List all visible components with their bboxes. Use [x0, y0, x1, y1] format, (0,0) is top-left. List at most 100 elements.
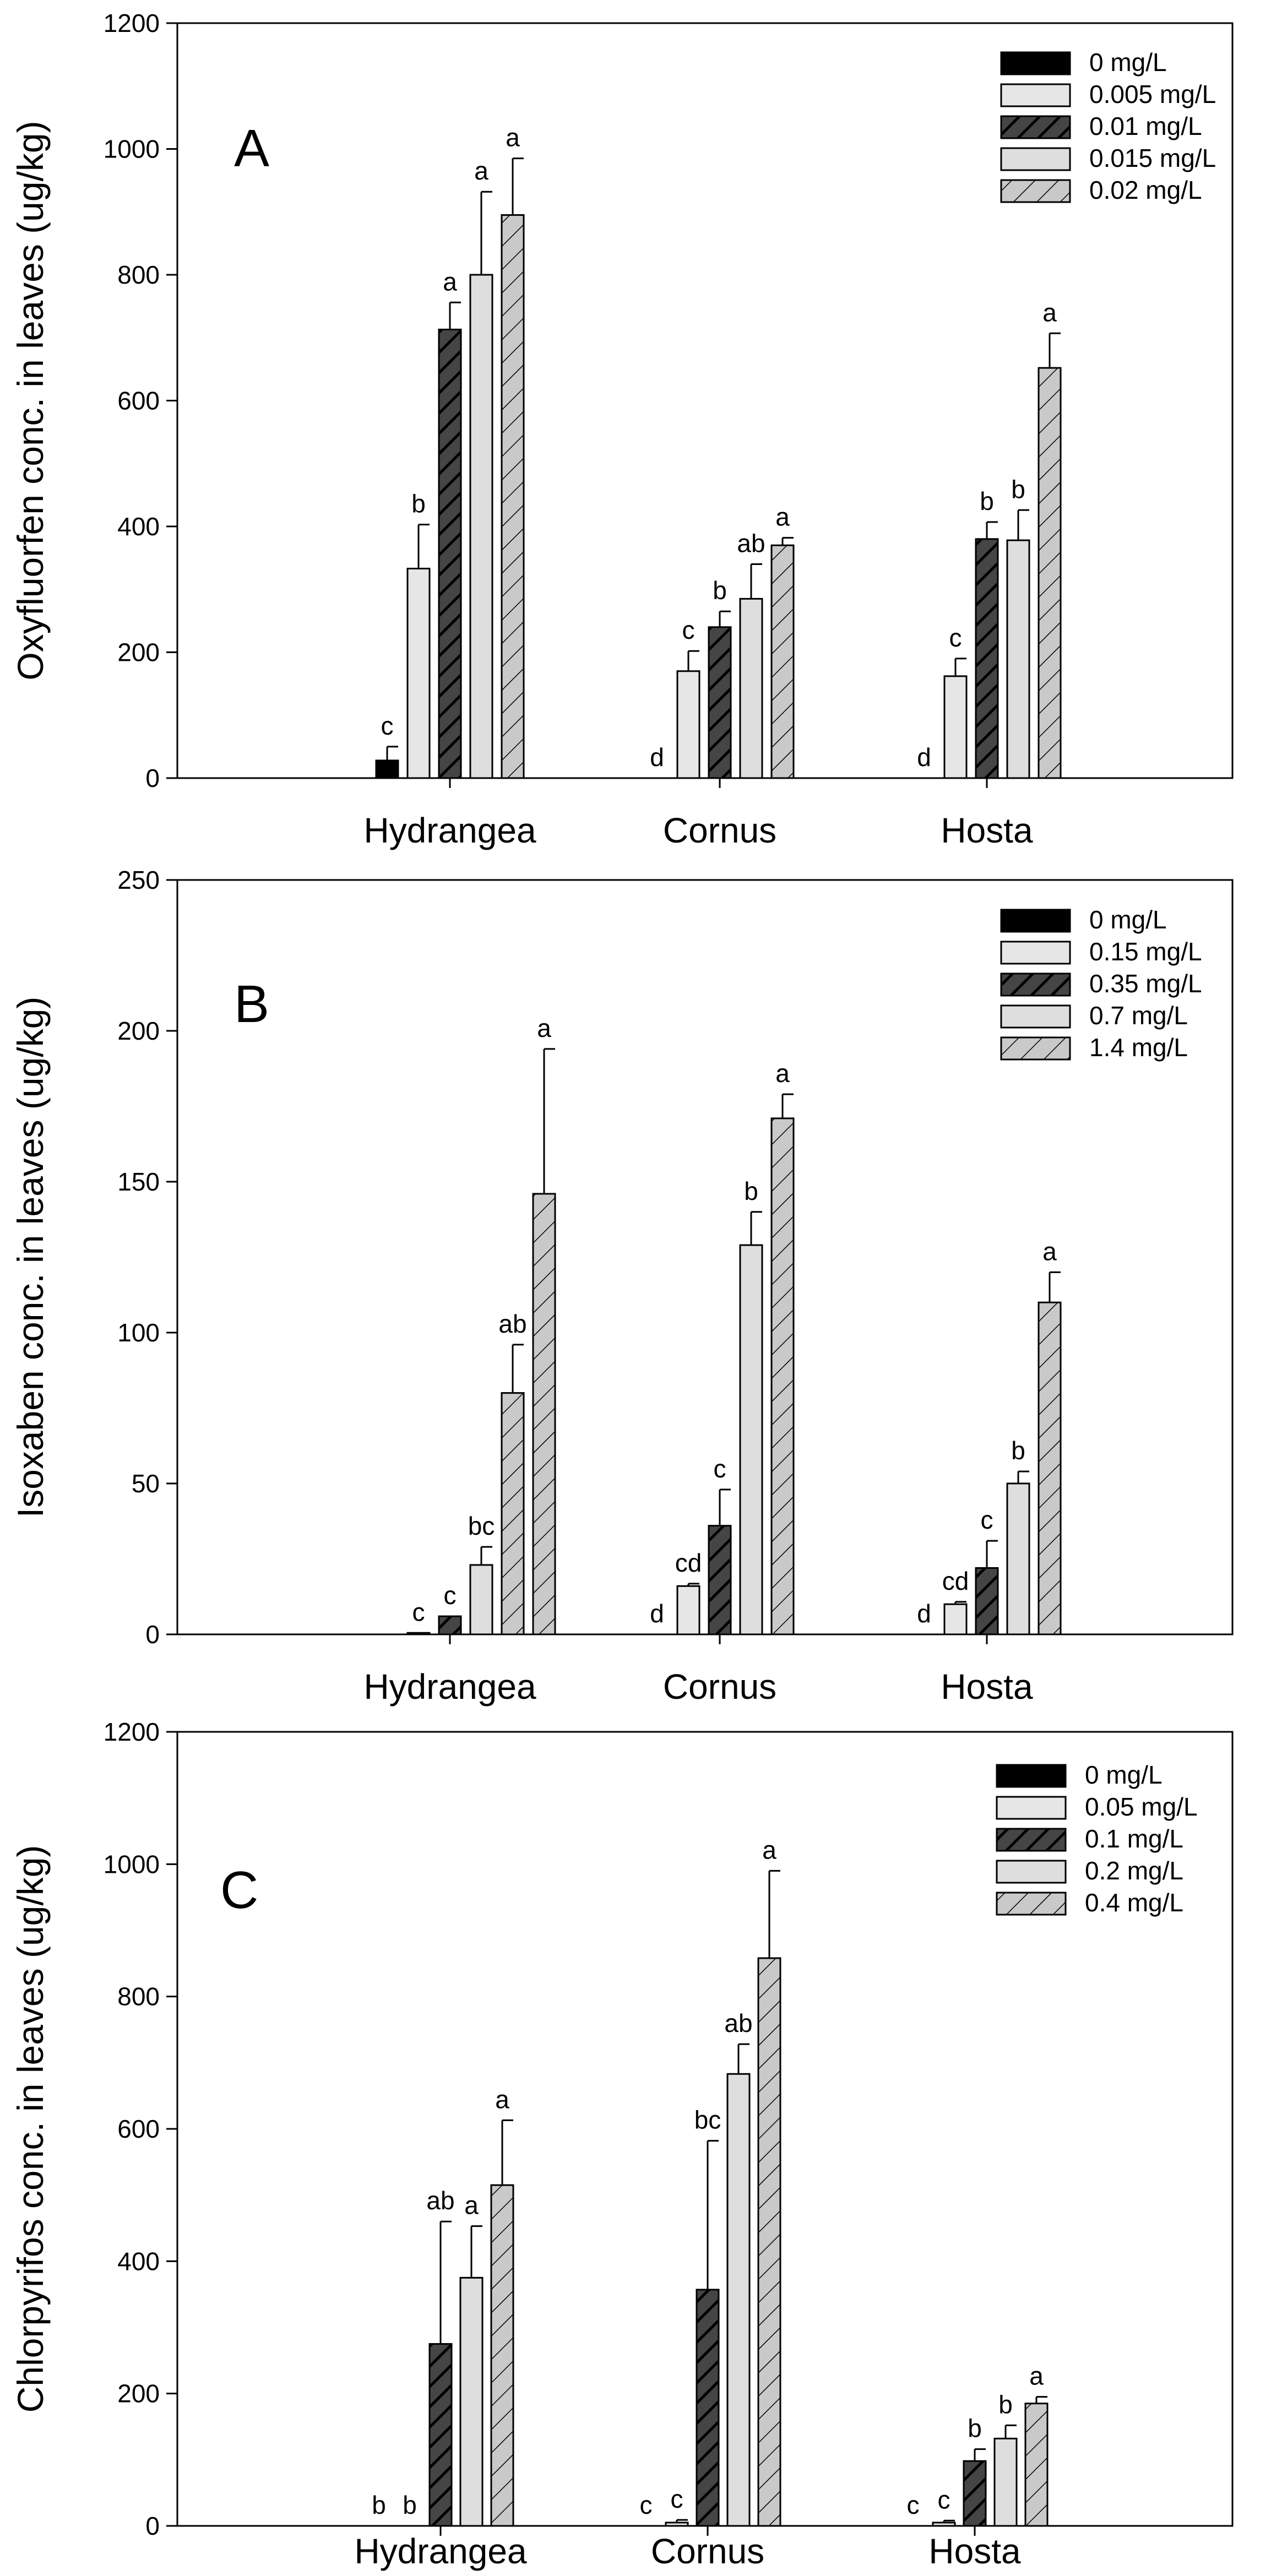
significance-letter: c [671, 2485, 683, 2513]
y-tick-label: 800 [117, 260, 160, 289]
legend-swatch [996, 1764, 1067, 1788]
plot-frame [176, 879, 1234, 1635]
bar [438, 1615, 462, 1635]
y-tick-label: 1200 [104, 1718, 160, 1746]
y-tick-label: 800 [117, 1982, 160, 2011]
significance-letter: c [981, 1506, 993, 1534]
significance-letter: ab [737, 529, 765, 558]
bar [1038, 1301, 1062, 1635]
y-tick-label: 400 [117, 512, 160, 541]
significance-letter: b [980, 487, 994, 515]
significance-letter: c [938, 2485, 950, 2514]
significance-letter: a [775, 503, 790, 531]
significance-letter: bc [694, 2106, 721, 2134]
x-tick-label: Hydrangea [363, 1667, 536, 1707]
x-tick-label: Hosta [941, 811, 1033, 850]
y-axis-label: Chlorpyrifos conc. in leaves (ug/kg) [10, 1845, 51, 2413]
bar [770, 544, 795, 779]
significance-letter: b [372, 2491, 386, 2519]
panel-label: C [220, 1861, 258, 1920]
legend-label: 0 mg/L [1089, 48, 1167, 77]
significance-letter: a [464, 2191, 479, 2220]
y-tick-label: 600 [117, 2115, 160, 2143]
significance-letter: b [998, 2390, 1013, 2419]
significance-letter: ab [498, 1309, 526, 1338]
legend-label: 0.7 mg/L [1089, 1001, 1188, 1030]
significance-letter: c [714, 1454, 726, 1483]
y-axis-label: Oxyfluorfen conc. in leaves (ug/kg) [10, 121, 51, 680]
y-tick-label: 250 [117, 866, 160, 894]
bar [708, 1525, 732, 1635]
y-tick-label: 1000 [104, 1850, 160, 1878]
significance-letter: d [650, 743, 664, 771]
bar [993, 2437, 1018, 2527]
bar [757, 1957, 781, 2527]
significance-letter: c [682, 616, 695, 644]
legend-swatch [996, 1860, 1067, 1884]
legend-swatch [1000, 179, 1071, 203]
legend-swatch [996, 1892, 1067, 1916]
y-tick-label: 200 [117, 2379, 160, 2408]
significance-letter: a [1042, 1237, 1057, 1265]
legend: 0 mg/L 0.05 mg/L 0.1 mg/L 0.2 mg/L 0.4 mg/L [996, 1760, 1198, 1917]
legend-label: 0.4 mg/L [1085, 1888, 1183, 1917]
x-tick-label: Cornus [663, 811, 776, 850]
y-tick-label: 1000 [104, 135, 160, 164]
bar [963, 2460, 987, 2527]
significance-letter: c [907, 2491, 920, 2519]
bar [469, 274, 493, 779]
bar [438, 328, 462, 779]
x-tick-label: Hosta [941, 1667, 1033, 1707]
significance-letter: b [744, 1177, 758, 1205]
significance-letter: d [917, 743, 931, 771]
y-tick-label: 150 [117, 1167, 160, 1196]
bar [459, 2276, 484, 2527]
bar [708, 626, 732, 779]
significance-letter: a [443, 267, 457, 296]
legend-swatch [1000, 941, 1071, 965]
legend-swatch [1000, 972, 1071, 997]
significance-letter: b [403, 2491, 417, 2519]
significance-letter: c [412, 1597, 425, 1626]
significance-letter: a [495, 2085, 509, 2113]
bar [676, 1585, 700, 1635]
legend-swatch [1000, 115, 1071, 139]
bar [739, 1244, 763, 1635]
significance-letter: ab [724, 2009, 752, 2037]
legend-label: 0.2 mg/L [1085, 1856, 1183, 1885]
significance-letter: a [1029, 2362, 1044, 2390]
y-tick-label: 600 [117, 387, 160, 415]
significance-letter: cd [942, 1567, 969, 1595]
legend-label: 0.1 mg/L [1085, 1824, 1183, 1853]
x-tick-label: Hydrangea [354, 2531, 527, 2571]
y-axis-label: Isoxaben conc. in leaves (ug/kg) [10, 997, 51, 1518]
y-tick-label: 200 [117, 1017, 160, 1045]
x-tick-label: Cornus [651, 2531, 764, 2571]
bar [469, 1564, 493, 1635]
legend-label: 0.05 mg/L [1085, 1792, 1198, 1821]
y-tick-label: 0 [145, 1620, 160, 1649]
bar [726, 2073, 751, 2527]
significance-letter: b [713, 576, 727, 605]
panel-label: B [234, 975, 269, 1034]
legend-swatch [996, 1828, 1067, 1852]
significance-letter: bc [468, 1512, 495, 1540]
significance-letter: a [506, 123, 520, 152]
x-tick-label: Cornus [663, 1667, 776, 1707]
significance-letter: a [537, 1014, 551, 1042]
bar [665, 2521, 689, 2527]
legend-label: 0.005 mg/L [1089, 80, 1216, 108]
significance-letter: b [411, 490, 426, 518]
significance-letter: c [381, 711, 394, 740]
y-tick-label: 0 [145, 2512, 160, 2540]
legend: 0 mg/L 0.005 mg/L 0.01 mg/L 0.015 mg/L 0.02 … [1000, 48, 1216, 204]
legend-swatch [1000, 83, 1071, 107]
x-tick-label: Hydrangea [363, 811, 536, 850]
bar [932, 2521, 956, 2527]
bar [406, 1632, 431, 1635]
legend-label: 0.015 mg/L [1089, 144, 1216, 172]
bar [406, 568, 431, 779]
chart-panel-a: 0 200 400 600 800 1000 1200 Oxyfluorfen conc. i… [10, 9, 1234, 850]
significance-letter: b [1011, 1436, 1025, 1465]
